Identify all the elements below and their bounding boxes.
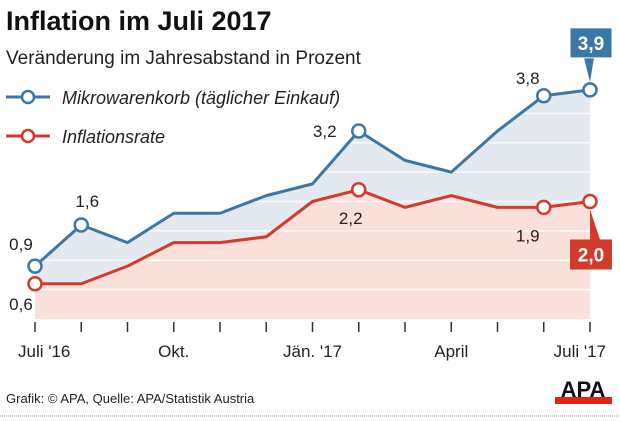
highlight-value: 2,0 [578,246,604,267]
data-label: 2,2 [339,209,363,228]
legend-marker-inflationsrate [20,128,36,144]
legend-label-inflationsrate: Inflationsrate [62,127,165,147]
highlight-value: 3,9 [578,34,604,55]
legend-label-mikrowarenkorb: Mikrowarenkorb (täglicher Einkauf) [62,88,340,108]
highlight-box-1: 2,0 [570,209,612,270]
apa-logo: APA [555,377,612,404]
series-line-1 [35,188,591,286]
data-point [351,123,367,139]
legend-marker-mikrowarenkorb [20,89,36,105]
area-1 [35,189,590,319]
data-label: 3,2 [313,122,337,141]
data-point [351,182,367,198]
data-point [73,217,89,233]
legend: Mikrowarenkorb (täglicher Einkauf) Infla… [6,88,340,147]
data-point [27,276,43,292]
x-tick-label: Jän. '17 [283,342,342,361]
x-tick-label: Okt. [158,342,189,361]
data-label: 0,6 [9,295,33,314]
data-point [536,88,552,104]
data-point [582,193,598,210]
data-label: 1,6 [75,192,99,211]
data-label: 3,8 [516,69,540,88]
x-tick-label: Juli '16 [18,342,70,361]
x-tick-label: April [434,342,468,361]
data-point [582,82,598,98]
data-label: 1,9 [516,226,540,245]
data-label: 0,9 [9,235,33,254]
data-point [27,258,43,274]
source-note: Grafik: © APA, Quelle: APA/Statistik Aus… [6,391,255,406]
highlight-box-0: 3,9 [569,27,613,82]
series-line-0 [34,88,591,268]
x-tick-label: Juli '17 [554,342,606,361]
chart-subtitle: Veränderung im Jahresabstand in Prozent [6,48,362,69]
data-point [536,199,552,216]
chart-title: Inflation im Juli 2017 [6,6,272,36]
